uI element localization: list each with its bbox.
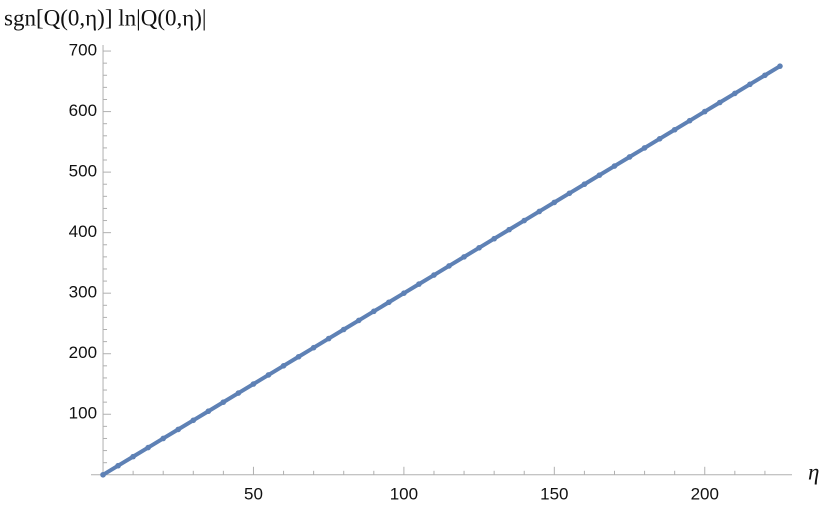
data-point — [581, 181, 588, 188]
data-point — [747, 81, 753, 88]
data-point — [130, 453, 136, 460]
data-point — [220, 399, 227, 405]
y-tick-label: 100 — [69, 404, 97, 423]
data-point — [145, 444, 151, 451]
y-tick-label: 300 — [69, 283, 97, 302]
data-point — [235, 390, 242, 396]
x-axis-label: η — [808, 459, 819, 484]
data-point — [280, 363, 287, 369]
data-point — [762, 72, 768, 79]
data-point — [205, 408, 212, 415]
data-point — [686, 117, 693, 124]
y-tick-label: 400 — [69, 222, 97, 241]
data-point — [295, 353, 302, 360]
data-point — [265, 372, 272, 378]
data-point — [506, 226, 512, 233]
data-point — [310, 344, 317, 351]
data-point — [716, 99, 723, 106]
data-point — [371, 308, 377, 315]
data-point — [401, 290, 407, 296]
data-point — [626, 154, 633, 160]
data-point — [656, 136, 663, 142]
data-point — [596, 172, 603, 178]
data-point — [491, 235, 497, 242]
data-point — [355, 317, 362, 324]
y-axis-label: sgn[Q(0,η)] ln|Q(0,η)| — [4, 5, 207, 30]
data-point — [521, 217, 528, 224]
data-point — [551, 199, 558, 206]
data-point — [100, 471, 106, 478]
data-point — [446, 263, 452, 269]
data-point — [701, 108, 708, 115]
data-point — [416, 281, 422, 287]
data-point — [115, 462, 121, 469]
y-tick-label: 700 — [69, 41, 97, 60]
data-point — [732, 90, 738, 97]
y-tick-label: 500 — [69, 162, 97, 181]
data-point — [641, 145, 648, 151]
data-point — [777, 63, 783, 69]
data-point — [536, 208, 543, 215]
data-point — [671, 126, 678, 133]
data-point — [250, 381, 257, 387]
data-line — [101, 64, 782, 477]
data-point — [160, 435, 167, 442]
data-point — [611, 163, 618, 169]
data-point — [386, 299, 392, 306]
x-tick-label: 50 — [244, 484, 263, 503]
x-tick-label: 200 — [691, 484, 719, 503]
y-tick-label: 200 — [69, 343, 97, 362]
data-point — [340, 326, 347, 333]
data-point — [325, 335, 332, 342]
data-point — [476, 244, 482, 251]
y-tick-label: 600 — [69, 101, 97, 120]
data-point — [431, 272, 437, 278]
data-point — [175, 426, 182, 433]
data-point — [461, 254, 467, 260]
data-point — [190, 417, 197, 424]
data-point — [566, 190, 573, 197]
x-tick-label: 100 — [390, 484, 418, 503]
x-tick-label: 150 — [540, 484, 568, 503]
